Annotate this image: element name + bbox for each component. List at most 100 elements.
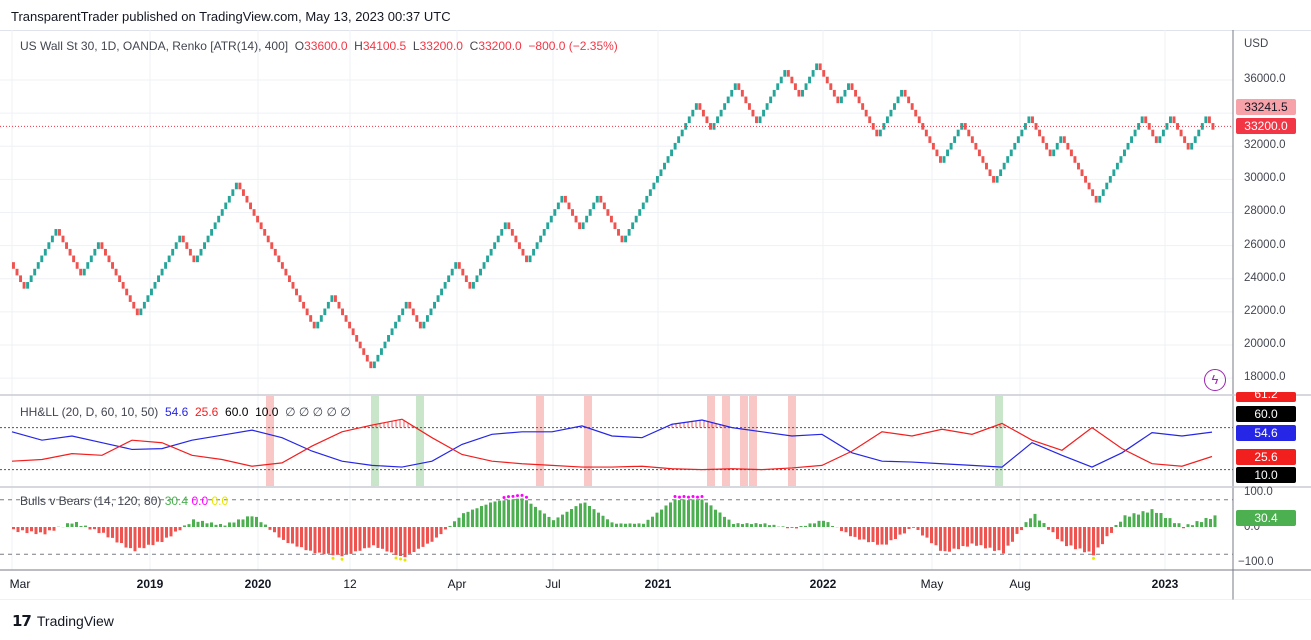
time-label: 12 (343, 577, 357, 591)
hhll-empty-values: ∅ ∅ ∅ ∅ ∅ (285, 405, 351, 419)
renko-brick-down (981, 156, 985, 163)
renko-brick-up (719, 109, 723, 117)
chart-canvas[interactable] (0, 0, 1311, 600)
renko-brick-down (128, 295, 132, 302)
bvb-bar-bull (502, 500, 506, 527)
renko-brick-up (195, 255, 199, 263)
renko-brick-up (1055, 142, 1059, 150)
bvb-extreme-dot (502, 495, 506, 499)
hhll-legend: HH&LL (20, D, 60, 10, 50) 54.6 25.6 60.0… (20, 405, 351, 419)
time-label: 2019 (136, 577, 164, 591)
renko-brick-down (19, 275, 23, 283)
renko-brick-up (43, 248, 47, 256)
bvb-bar-bull (624, 523, 627, 527)
bvb-bar-bull (1141, 511, 1145, 527)
bvb-value-tag: 30.4 (1236, 510, 1296, 526)
bvb-bar-bear (124, 527, 128, 548)
renko-brick-down (574, 215, 578, 223)
renko-brick-up (1119, 156, 1123, 163)
renko-brick-up (776, 83, 780, 90)
renko-brick-up (581, 222, 585, 230)
bvb-bar-bear (1056, 527, 1059, 539)
renko-brick-down (507, 222, 511, 230)
symbol-name[interactable]: US Wall St 30, 1D, OANDA, Renko [ATR(14)… (20, 39, 289, 53)
bvb-bar-bull (66, 523, 69, 527)
renko-brick-down (295, 288, 298, 296)
bvb-bar-bear (363, 527, 366, 549)
bvb-bar-bull (1204, 517, 1208, 527)
high-price-tag: 33241.5 (1236, 99, 1296, 115)
bvb-bar-bear (1020, 527, 1023, 531)
signal-band-red (722, 396, 730, 486)
renko-brick-up (503, 222, 507, 230)
bvb-bar-bull (750, 524, 753, 527)
renko-brick-down (65, 242, 69, 249)
renko-brick-down (68, 248, 72, 256)
renko-brick-down (939, 156, 942, 163)
bvb-bar-bear (381, 527, 384, 549)
bvb-bar-bear (336, 527, 339, 555)
renko-brick-down (287, 275, 291, 283)
bvb-bar-bear (147, 527, 150, 545)
renko-brick-down (61, 235, 65, 243)
renko-brick-up (659, 169, 663, 177)
bvb-bar-bull (547, 516, 551, 527)
renko-brick-up (815, 63, 819, 71)
bvb-bar-bear (52, 527, 56, 531)
bvb-bar-bull (511, 499, 515, 527)
bvb-bar-bear (925, 527, 929, 538)
bvb-extreme-dot (520, 493, 524, 497)
bvb-bar-bear (16, 527, 20, 533)
renko-brick-up (677, 136, 681, 143)
renko-brick-down (1154, 136, 1158, 143)
renko-brick-down (857, 96, 861, 104)
renko-brick-down (1038, 129, 1042, 137)
renko-brick-up (726, 96, 730, 104)
bvb-bar-bull (1186, 524, 1190, 527)
bvb-bar-bear (88, 527, 92, 530)
renko-brick-up (203, 242, 207, 249)
bvb-bar-bull (1132, 513, 1136, 527)
bvb-bar-bull (214, 524, 218, 527)
renko-brick-down (620, 235, 624, 243)
renko-brick-up (634, 215, 638, 223)
lightning-alert-icon[interactable]: ϟ (1204, 369, 1226, 391)
renko-brick-down (578, 222, 582, 230)
bvb-bar-bull (1173, 523, 1176, 527)
hhll-title[interactable]: HH&LL (20, D, 60, 10, 50) (20, 405, 159, 419)
bvb-bar-bull (520, 498, 524, 527)
renko-brick-down (974, 142, 978, 150)
bvb-bar-bear (340, 527, 344, 557)
renko-brick-down (1031, 116, 1034, 124)
bvb-bar-bear (430, 527, 434, 542)
hhll-red-line (11, 418, 1213, 471)
chart-frame[interactable] (0, 30, 1311, 600)
bvb-title[interactable]: Bulls v Bears (14, 120, 80) (20, 494, 162, 508)
renko-brick-up (383, 341, 387, 349)
bvb-bar-bull (552, 520, 555, 527)
bvb-bar-bull (1137, 514, 1140, 527)
bvb-bar-bull (642, 523, 645, 527)
renko-brick-up (500, 229, 504, 236)
bvb-bar-bull (1195, 521, 1199, 527)
bvb-bar-bull (484, 504, 488, 527)
renko-brick-down (1179, 129, 1183, 137)
bvb-bar-bear (111, 527, 114, 538)
renko-brick-down (836, 96, 840, 104)
renko-brick-up (811, 70, 815, 77)
renko-brick-down (103, 248, 107, 256)
bvb-extreme-dot (700, 494, 704, 498)
renko-brick-down (744, 96, 748, 104)
change-value: −800.0 (−2.35%) (528, 39, 618, 53)
bvb-bar-bull (741, 524, 744, 527)
footer-brand: 𝟭𝟳 TradingView (12, 612, 114, 630)
bvb-bar-bear (273, 527, 276, 533)
renko-brick-up (648, 189, 652, 196)
renko-brick-up (323, 308, 327, 316)
renko-brick-down (907, 96, 911, 104)
hhll-red-value: 25.6 (195, 405, 219, 419)
renko-brick-down (1084, 176, 1088, 183)
bvb-bar-bull (475, 508, 479, 527)
bvb-bar-bear (277, 527, 281, 538)
bvb-bar-bear (957, 527, 960, 550)
